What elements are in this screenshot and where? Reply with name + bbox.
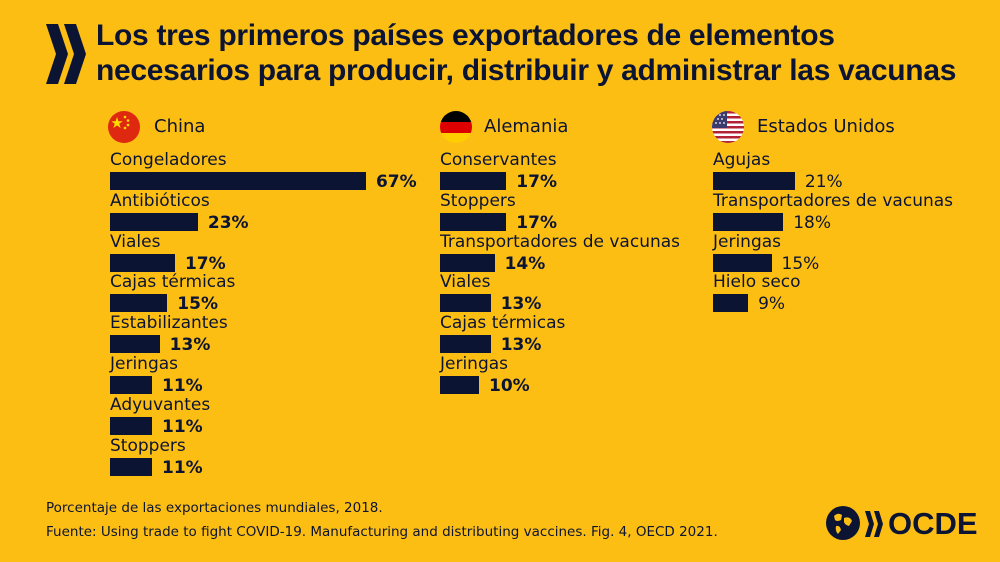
bar-estados-unidos — [713, 212, 784, 231]
bar-china — [110, 212, 198, 231]
bar-china — [110, 376, 153, 394]
value-label: 17% — [184, 253, 226, 274]
logo-chevrons-icon — [865, 511, 883, 537]
category-label: Viales — [440, 272, 491, 293]
source-note: Fuente: Using trade to fight COVID-19. M… — [46, 524, 718, 540]
bar-china — [110, 253, 175, 272]
value-label: 13% — [500, 294, 542, 315]
category-label: Cajas térmicas — [110, 272, 236, 293]
category-label: Antibióticos — [110, 190, 210, 211]
logo-text: OCDE — [888, 506, 978, 541]
value-label: 13% — [169, 335, 211, 356]
germany-flag-icon — [440, 111, 472, 143]
globe-icon — [826, 506, 860, 540]
bar-china — [110, 172, 366, 190]
bar-alemania — [440, 294, 491, 313]
value-label: 67% — [375, 172, 417, 192]
bar-china — [110, 335, 160, 354]
category-label: Stoppers — [110, 435, 186, 456]
value-label: 15% — [781, 253, 820, 274]
category-label: Cajas térmicas — [440, 313, 566, 334]
category-label: Transportadores de vacunas — [713, 190, 954, 211]
footnote: Porcentaje de las exportaciones mundiale… — [46, 500, 383, 516]
category-label: Agujas — [713, 150, 771, 170]
bar-estados-unidos — [713, 253, 772, 272]
value-label: 13% — [500, 335, 542, 356]
category-label: Conservantes — [440, 150, 557, 170]
value-label: 11% — [162, 457, 203, 478]
category-label: Viales — [110, 231, 161, 252]
value-label: 9% — [758, 294, 786, 315]
value-label: 17% — [516, 212, 557, 233]
category-label: Jeringas — [110, 354, 179, 374]
category-label: Estabilizantes — [110, 313, 228, 334]
country-name-alemania: Alemania — [484, 116, 569, 137]
bar-estados-unidos — [713, 172, 795, 190]
category-label: Jeringas — [713, 231, 782, 252]
value-label: 18% — [793, 212, 831, 233]
bar-china — [110, 416, 153, 435]
category-label: Jeringas — [440, 354, 509, 374]
bar-alemania — [440, 376, 479, 394]
value-label: 11% — [162, 376, 203, 396]
country-name-estados-unidos: Estados Unidos — [757, 116, 895, 137]
oecd-logo: OCDE — [826, 506, 980, 542]
category-label: Congeladores — [110, 150, 227, 170]
category-label: Transportadores de vacunas — [440, 231, 681, 252]
oecd-chevrons-icon — [46, 24, 86, 84]
category-label: Stoppers — [440, 190, 516, 211]
chart-title: Los tres primeros países exportadores de… — [96, 19, 957, 87]
value-label: 11% — [162, 416, 203, 437]
value-label: 14% — [504, 253, 546, 274]
china-flag-icon — [108, 111, 140, 143]
value-label: 10% — [489, 376, 530, 396]
bar-alemania — [440, 253, 495, 272]
category-label: Adyuvantes — [110, 394, 211, 415]
bar-alemania — [440, 335, 491, 354]
usa-flag-icon — [712, 111, 744, 143]
country-name-china: China — [154, 116, 206, 137]
value-label: 17% — [516, 172, 557, 192]
value-label: 15% — [177, 294, 218, 315]
bar-alemania — [440, 212, 507, 231]
bar-alemania — [440, 172, 507, 190]
bar-china — [110, 294, 168, 313]
value-label: 23% — [207, 212, 249, 233]
category-label: Hielo seco — [713, 272, 801, 293]
bar-estados-unidos — [713, 294, 749, 313]
value-label: 21% — [804, 172, 843, 192]
bar-china — [110, 457, 153, 476]
